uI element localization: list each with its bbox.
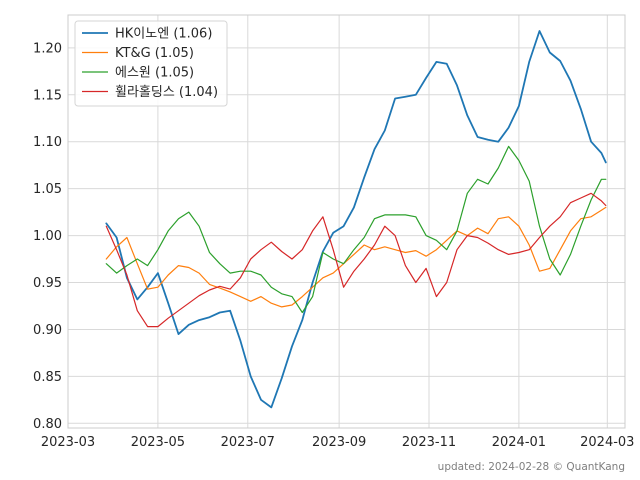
x-tick-label: 2023-09 xyxy=(312,435,366,450)
series-line-3 xyxy=(105,145,607,314)
y-tick-label: 1.10 xyxy=(33,135,62,150)
plot-frame xyxy=(67,14,626,429)
legend-entry: KT&G (1.05) xyxy=(115,46,194,61)
series-line-2 xyxy=(105,206,607,308)
x-tick-label: 2023-05 xyxy=(131,435,185,450)
y-tick-label: 1.00 xyxy=(33,229,62,244)
legend-entry: HK이노엔 (1.06) xyxy=(115,27,212,42)
y-tick-label: 0.80 xyxy=(33,417,62,432)
y-tick-label: 0.85 xyxy=(33,370,62,385)
legend-entry: 휠라홀딩스 (1.04) xyxy=(115,85,218,100)
y-tick-label: 0.95 xyxy=(33,276,62,291)
y-tick-label: 1.15 xyxy=(33,88,62,103)
legend-entry: 에스원 (1.05) xyxy=(115,66,194,81)
y-tick-label: 0.90 xyxy=(33,323,62,338)
y-axis-ticks: 0.80 0.85 0.90 0.95 1.00 1.05 1.10 1.15 1.20 xyxy=(33,41,62,431)
x-tick-label: 2024-03 xyxy=(580,435,634,450)
series-line-1 xyxy=(105,30,607,409)
footer-credit: updated: 2024-02-28 © QuantKang xyxy=(437,461,625,473)
y-tick-label: 1.20 xyxy=(33,41,62,56)
x-tick-label: 2024-01 xyxy=(492,435,546,450)
legend-box xyxy=(74,20,228,107)
y-tick-label: 1.05 xyxy=(33,182,62,197)
x-tick-label: 2023-11 xyxy=(402,435,456,450)
x-axis-ticks: 2023-03 2023-05 2023-07 2023-09 2023-11 2024-… xyxy=(41,435,635,450)
series-line-4 xyxy=(105,192,607,328)
x-tick-label: 2023-03 xyxy=(41,435,95,450)
x-tick-label: 2023-07 xyxy=(221,435,275,450)
legend: HK이노엔 (1.06) KT&G (1.05) 에스원 (1.05) 휠라홀딩스 (… xyxy=(74,20,228,107)
series-lines xyxy=(105,30,607,409)
